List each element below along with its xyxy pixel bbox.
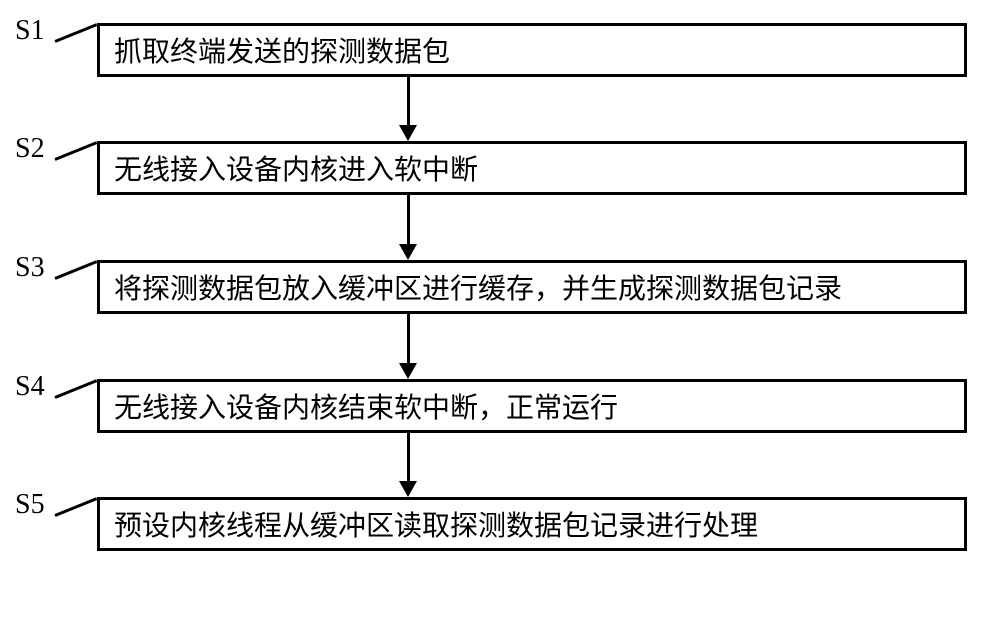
step-box-s2: 无线接入设备内核进入软中断 — [97, 141, 967, 195]
label-connector-s4 — [54, 379, 97, 399]
step-text-s3: 将探测数据包放入缓冲区进行缓存，并生成探测数据包记录 — [114, 267, 842, 307]
arrow-shaft-s2-s3 — [407, 195, 410, 244]
arrow-head-s2-s3 — [399, 244, 417, 260]
flowchart-canvas: S1 抓取终端发送的探测数据包 S2 无线接入设备内核进入软中断 S3 将探测数据包放入缓… — [0, 0, 1000, 617]
step-box-s5: 预设内核线程从缓冲区读取探测数据包记录进行处理 — [97, 497, 967, 551]
label-connector-s1 — [54, 23, 97, 43]
step-text-s1: 抓取终端发送的探测数据包 — [114, 30, 450, 70]
step-label-s2: S2 — [15, 133, 45, 165]
step-label-s3: S3 — [15, 252, 45, 284]
label-connector-s2 — [54, 141, 97, 161]
step-box-s4: 无线接入设备内核结束软中断，正常运行 — [97, 379, 967, 433]
step-label-s4: S4 — [15, 371, 45, 403]
arrow-shaft-s4-s5 — [407, 433, 410, 481]
step-box-s1: 抓取终端发送的探测数据包 — [97, 23, 967, 77]
step-label-s5: S5 — [15, 489, 45, 521]
step-text-s4: 无线接入设备内核结束软中断，正常运行 — [114, 386, 618, 426]
arrow-head-s1-s2 — [399, 125, 417, 141]
step-label-s1: S1 — [15, 15, 45, 47]
arrow-shaft-s3-s4 — [407, 314, 410, 363]
arrow-head-s4-s5 — [399, 481, 417, 497]
arrow-shaft-s1-s2 — [407, 77, 410, 125]
label-connector-s3 — [54, 260, 97, 280]
label-connector-s5 — [54, 497, 97, 517]
step-text-s2: 无线接入设备内核进入软中断 — [114, 148, 478, 188]
arrow-head-s3-s4 — [399, 363, 417, 379]
step-box-s3: 将探测数据包放入缓冲区进行缓存，并生成探测数据包记录 — [97, 260, 967, 314]
step-text-s5: 预设内核线程从缓冲区读取探测数据包记录进行处理 — [114, 504, 758, 544]
